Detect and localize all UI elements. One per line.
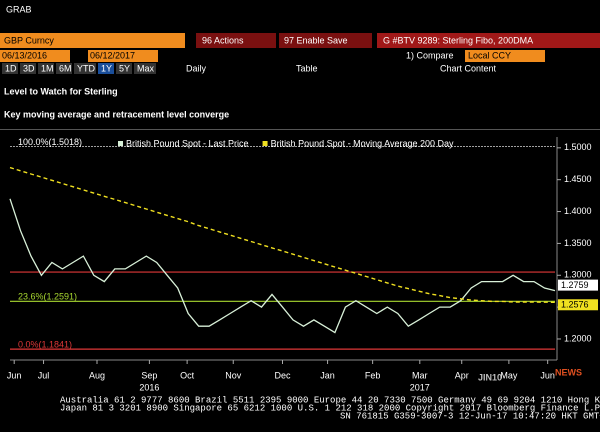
chart-title: Level to Watch for Sterling	[4, 86, 118, 96]
end-date[interactable]: 06/12/2017	[90, 50, 135, 60]
range-button[interactable]	[116, 63, 132, 74]
range-label[interactable]: 3D	[23, 63, 35, 73]
year-label: 2017	[410, 382, 430, 392]
range-button[interactable]	[2, 63, 18, 74]
save-btn[interactable]	[279, 33, 372, 48]
chart-subtitle: Key moving average and retracement level…	[4, 109, 229, 119]
end-box[interactable]	[88, 50, 158, 62]
legend-label: British Pound Spot - Moving Average 200 …	[271, 138, 454, 148]
table[interactable]: Table	[296, 63, 318, 73]
legend-swatch	[262, 141, 268, 146]
range-label[interactable]: Max	[137, 63, 155, 73]
frequency[interactable]: Daily	[186, 63, 207, 73]
level-label: 0.0%(1.1841)	[18, 339, 72, 349]
last-value-box	[558, 279, 598, 291]
ticker-box[interactable]	[0, 33, 185, 48]
range-button[interactable]	[56, 63, 72, 74]
start-box[interactable]	[0, 50, 70, 62]
range-button[interactable]	[20, 63, 36, 74]
series-line	[9, 198, 556, 334]
x-tick-label: Nov	[225, 370, 242, 380]
range-button[interactable]	[74, 63, 96, 74]
actions[interactable]: 96 Actions	[202, 35, 244, 45]
y-tick-label: 1.5000	[564, 142, 592, 152]
last-value-box	[558, 299, 598, 311]
legend-label: British Pound Spot - Last Price	[126, 138, 249, 148]
x-tick-label: Dec	[274, 370, 291, 380]
x-tick-label: Sep	[141, 370, 157, 380]
footer-line: SN 761815 G359-3007-3 12-Jun-17 10:47:20…	[340, 411, 600, 421]
y-tick-label: 1.4500	[564, 174, 592, 184]
x-tick-label: May	[500, 370, 518, 380]
x-tick-label: Apr	[455, 370, 469, 380]
chart-name-box	[377, 33, 600, 48]
range-label[interactable]: 1D	[5, 63, 17, 73]
x-tick-label: Oct	[180, 370, 195, 380]
x-tick-label: Jan	[320, 370, 335, 380]
footer-line: Japan 81 3 3201 8900 Singapore 65 6212 1…	[60, 403, 600, 413]
chart-name: G #BTV 9289: Sterling Fibo, 200DMA	[383, 35, 533, 45]
legend-swatch	[118, 141, 123, 146]
last-value-label: 1.2759	[561, 280, 589, 290]
watermark-tag: NEWS	[555, 367, 582, 377]
last-value-label: 1.2576	[561, 300, 589, 310]
actions-btn[interactable]	[196, 33, 276, 48]
x-tick-label: Feb	[365, 370, 381, 380]
app-name: GRAB	[6, 4, 32, 14]
save[interactable]: 97 Enable Save	[284, 35, 348, 45]
footer-line: Australia 61 2 9777 8600 Brazil 5511 239…	[60, 395, 600, 405]
divider	[0, 129, 600, 130]
y-tick-label: 1.3000	[564, 270, 592, 280]
range-button[interactable]	[134, 63, 156, 74]
x-tick-label: Jul	[38, 370, 50, 380]
range-label[interactable]: 5Y	[119, 63, 130, 73]
chart-content[interactable]: Chart Content	[440, 63, 497, 73]
y-tick-label: 1.4000	[564, 206, 592, 216]
y-tick-label: 1.3500	[564, 238, 592, 248]
level-label: 100.0%(1.5018)	[18, 137, 82, 147]
range-label[interactable]: YTD	[77, 63, 96, 73]
currency[interactable]: Local CCY	[468, 50, 511, 60]
x-tick-label: Mar	[412, 370, 428, 380]
x-tick-label: Jun	[540, 370, 555, 380]
x-tick-label: Jun	[7, 370, 22, 380]
year-label: 2016	[139, 382, 159, 392]
ticker[interactable]: GBP Curncy	[4, 35, 54, 45]
watermark: JIN10	[478, 372, 502, 382]
start-date[interactable]: 06/13/2016	[2, 50, 47, 60]
range-label[interactable]: 1Y	[101, 63, 112, 73]
range-button[interactable]	[38, 63, 54, 74]
range-label[interactable]: 6M	[59, 63, 72, 73]
range-button[interactable]	[98, 63, 114, 74]
currency-box[interactable]	[465, 50, 545, 62]
level-label: 23.6%(1.2591)	[18, 292, 77, 302]
series-line	[9, 166, 556, 303]
x-tick-label: Aug	[89, 370, 105, 380]
range-label[interactable]: 1M	[41, 63, 54, 73]
y-tick-label: 1.2000	[564, 333, 592, 343]
compare[interactable]: 1) Compare	[406, 50, 454, 60]
